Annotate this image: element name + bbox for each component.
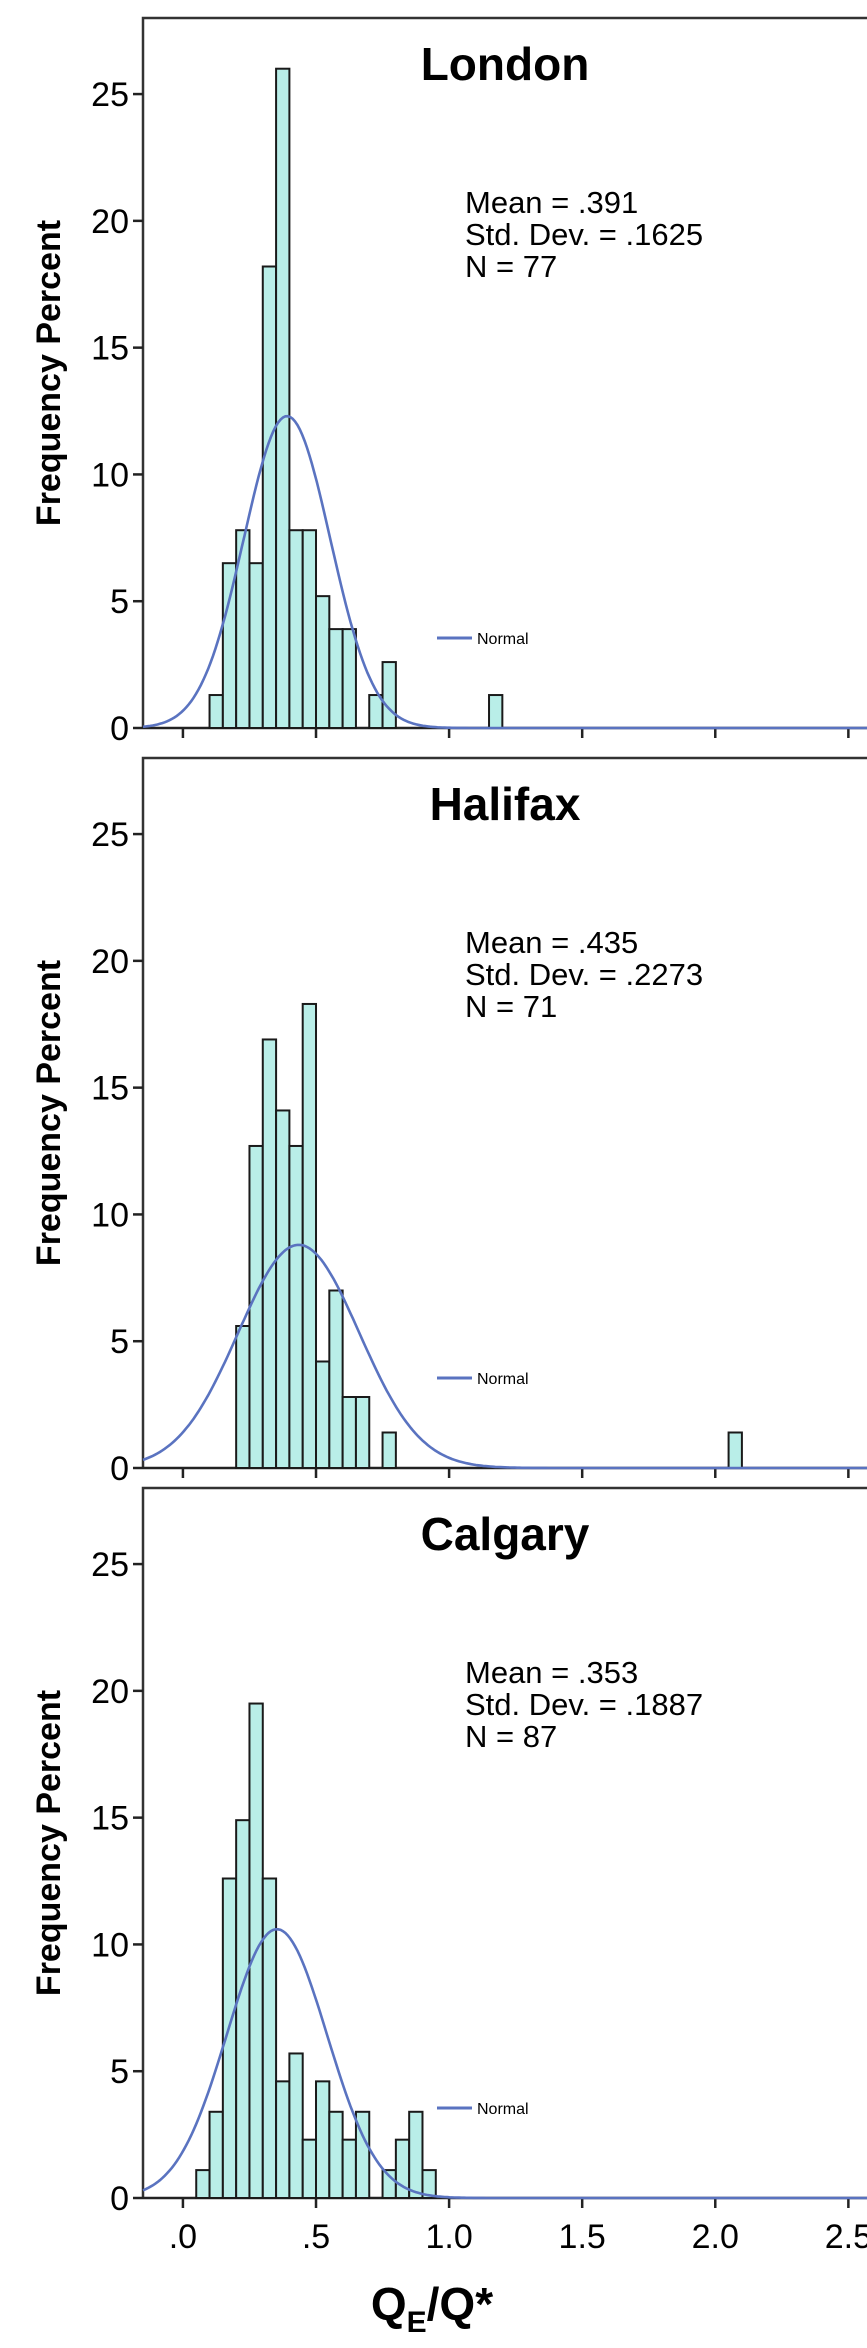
histogram-bar [275,67,291,729]
x-tick-label: 2.0 [692,2218,739,2256]
stats-line: Std. Dev. = .1625 [465,217,703,252]
histogram-bar [235,1325,251,1469]
y-axis-label: Frequency Percent [30,960,68,1266]
y-tick-label: 20 [91,203,129,241]
histogram-bar [488,694,504,729]
histogram-bar [208,2110,224,2199]
y-tick-label: 10 [91,456,129,494]
histogram-bar [421,2169,437,2200]
y-tick-label: 20 [91,1673,129,1711]
panels: 0 5 10 15 20 25 Frequency Percent London Mean = … [30,16,867,2256]
panel-calgary: 0 5 10 15 20 25 .0 .5 1.0 1.5 2.0 2.5 Frequency Perc… [30,1486,867,2256]
chart-title: London [421,38,590,90]
histogram-bar [301,529,318,730]
histogram-bar [408,2110,424,2199]
y-tick-label: 15 [91,1800,129,1838]
histogram-bar [261,265,278,729]
stats-line: N = 71 [465,989,557,1024]
stats-line: N = 87 [465,1719,557,1754]
legend-label: Normal [477,1371,529,1388]
stats-line: Mean = .391 [465,185,638,220]
y-tick-label: 5 [110,2053,129,2091]
plot-frame [141,756,867,1468]
y-tick-label: 5 [110,583,129,621]
y-tick-label: 5 [110,1323,129,1361]
chart-title: Calgary [421,1508,590,1560]
histogram-bar [235,1819,251,2200]
x-tick-label: .5 [302,2218,330,2256]
histogram-bar [341,2138,357,2199]
histogram-bar [288,529,304,730]
y-tick-label: 0 [110,2180,129,2218]
stats-line: Mean = .353 [465,1655,638,1690]
histogram-bar [208,694,224,729]
normal-curve [142,1243,867,1470]
x-axis-label: QE/Q* [371,2278,493,2339]
histogram-bar [261,1038,278,1469]
histogram-bar [315,2080,331,2200]
histogram-bar [381,1431,397,1469]
histogram-bar [354,1396,371,1469]
y-tick-label: 0 [110,710,129,748]
y-tick-label: 25 [91,816,129,854]
x-tick-label: .0 [169,2218,197,2256]
x-tick-label: 1.5 [559,2218,606,2256]
x-tick-label: 2.5 [825,2218,867,2256]
histogram-bar [315,1360,331,1469]
histogram-bar [275,1109,291,1469]
stats-line: Std. Dev. = .2273 [465,957,703,992]
y-tick-label: 0 [110,1450,129,1488]
normal-curve [142,414,867,730]
histogram-bar [727,1431,743,1469]
normal-curve [142,1928,867,2200]
histogram-bar [381,661,397,729]
histogram-bar [341,1396,357,1469]
histogram-bar [328,2110,344,2199]
plot-frame [141,1486,867,2198]
histogram-bar [248,562,264,730]
legend-label: Normal [477,2101,529,2118]
histogram-bar [328,628,344,729]
x-tick-label: 1.0 [425,2218,472,2256]
y-axis-label: Frequency Percent [30,1690,68,1996]
panel-halifax: 0 5 10 15 20 25 Frequency Percent Halifax Mean =… [30,756,867,1488]
plot-frame [141,16,867,728]
histogram-bar [288,2052,304,2200]
histogram-bar [301,2138,318,2199]
y-tick-label: 15 [91,1070,129,1108]
y-tick-label: 20 [91,943,129,981]
stats-line: N = 77 [465,249,557,284]
histogram-bar [195,2169,211,2200]
y-tick-label: 10 [91,1196,129,1234]
y-tick-label: 10 [91,1926,129,1964]
histogram-bar [261,1877,278,2199]
stats-line: Std. Dev. = .1887 [465,1687,703,1722]
y-tick-label: 25 [91,1546,129,1584]
histogram-bar [248,1144,264,1469]
chart-title: Halifax [430,778,581,830]
histogram-bar [275,2080,291,2200]
histogram-bar [341,628,357,729]
y-tick-label: 25 [91,76,129,114]
y-tick-label: 15 [91,330,129,368]
y-axis-label: Frequency Percent [30,220,68,526]
histogram-bar [301,1002,318,1469]
legend-label: Normal [477,631,529,648]
panel-london: 0 5 10 15 20 25 Frequency Percent London Mean = … [30,16,867,748]
histogram-bar [328,1289,344,1469]
stats-line: Mean = .435 [465,925,638,960]
histogram-bar [315,595,331,730]
histogram-bar [288,1144,304,1469]
histogram-bar [354,2110,371,2199]
histogram-bar [221,562,238,730]
